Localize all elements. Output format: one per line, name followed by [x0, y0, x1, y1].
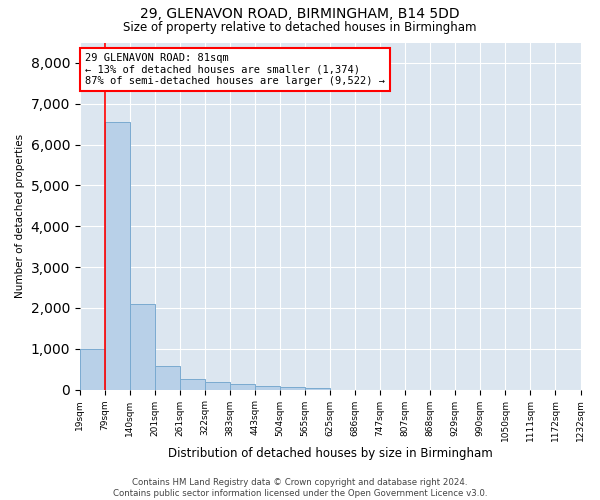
- X-axis label: Distribution of detached houses by size in Birmingham: Distribution of detached houses by size …: [168, 447, 493, 460]
- Y-axis label: Number of detached properties: Number of detached properties: [15, 134, 25, 298]
- Bar: [305, 388, 330, 390]
- Bar: [230, 384, 255, 390]
- Bar: [80, 349, 105, 390]
- Bar: [280, 386, 305, 390]
- Bar: [155, 366, 180, 390]
- Bar: [205, 382, 230, 390]
- Text: 29 GLENAVON ROAD: 81sqm
← 13% of detached houses are smaller (1,374)
87% of semi: 29 GLENAVON ROAD: 81sqm ← 13% of detache…: [85, 53, 385, 86]
- Bar: [105, 122, 130, 390]
- Bar: [180, 378, 205, 390]
- Text: 29, GLENAVON ROAD, BIRMINGHAM, B14 5DD: 29, GLENAVON ROAD, BIRMINGHAM, B14 5DD: [140, 8, 460, 22]
- Bar: [255, 386, 280, 390]
- Text: Size of property relative to detached houses in Birmingham: Size of property relative to detached ho…: [123, 21, 477, 34]
- Bar: [130, 304, 155, 390]
- Text: Contains HM Land Registry data © Crown copyright and database right 2024.
Contai: Contains HM Land Registry data © Crown c…: [113, 478, 487, 498]
